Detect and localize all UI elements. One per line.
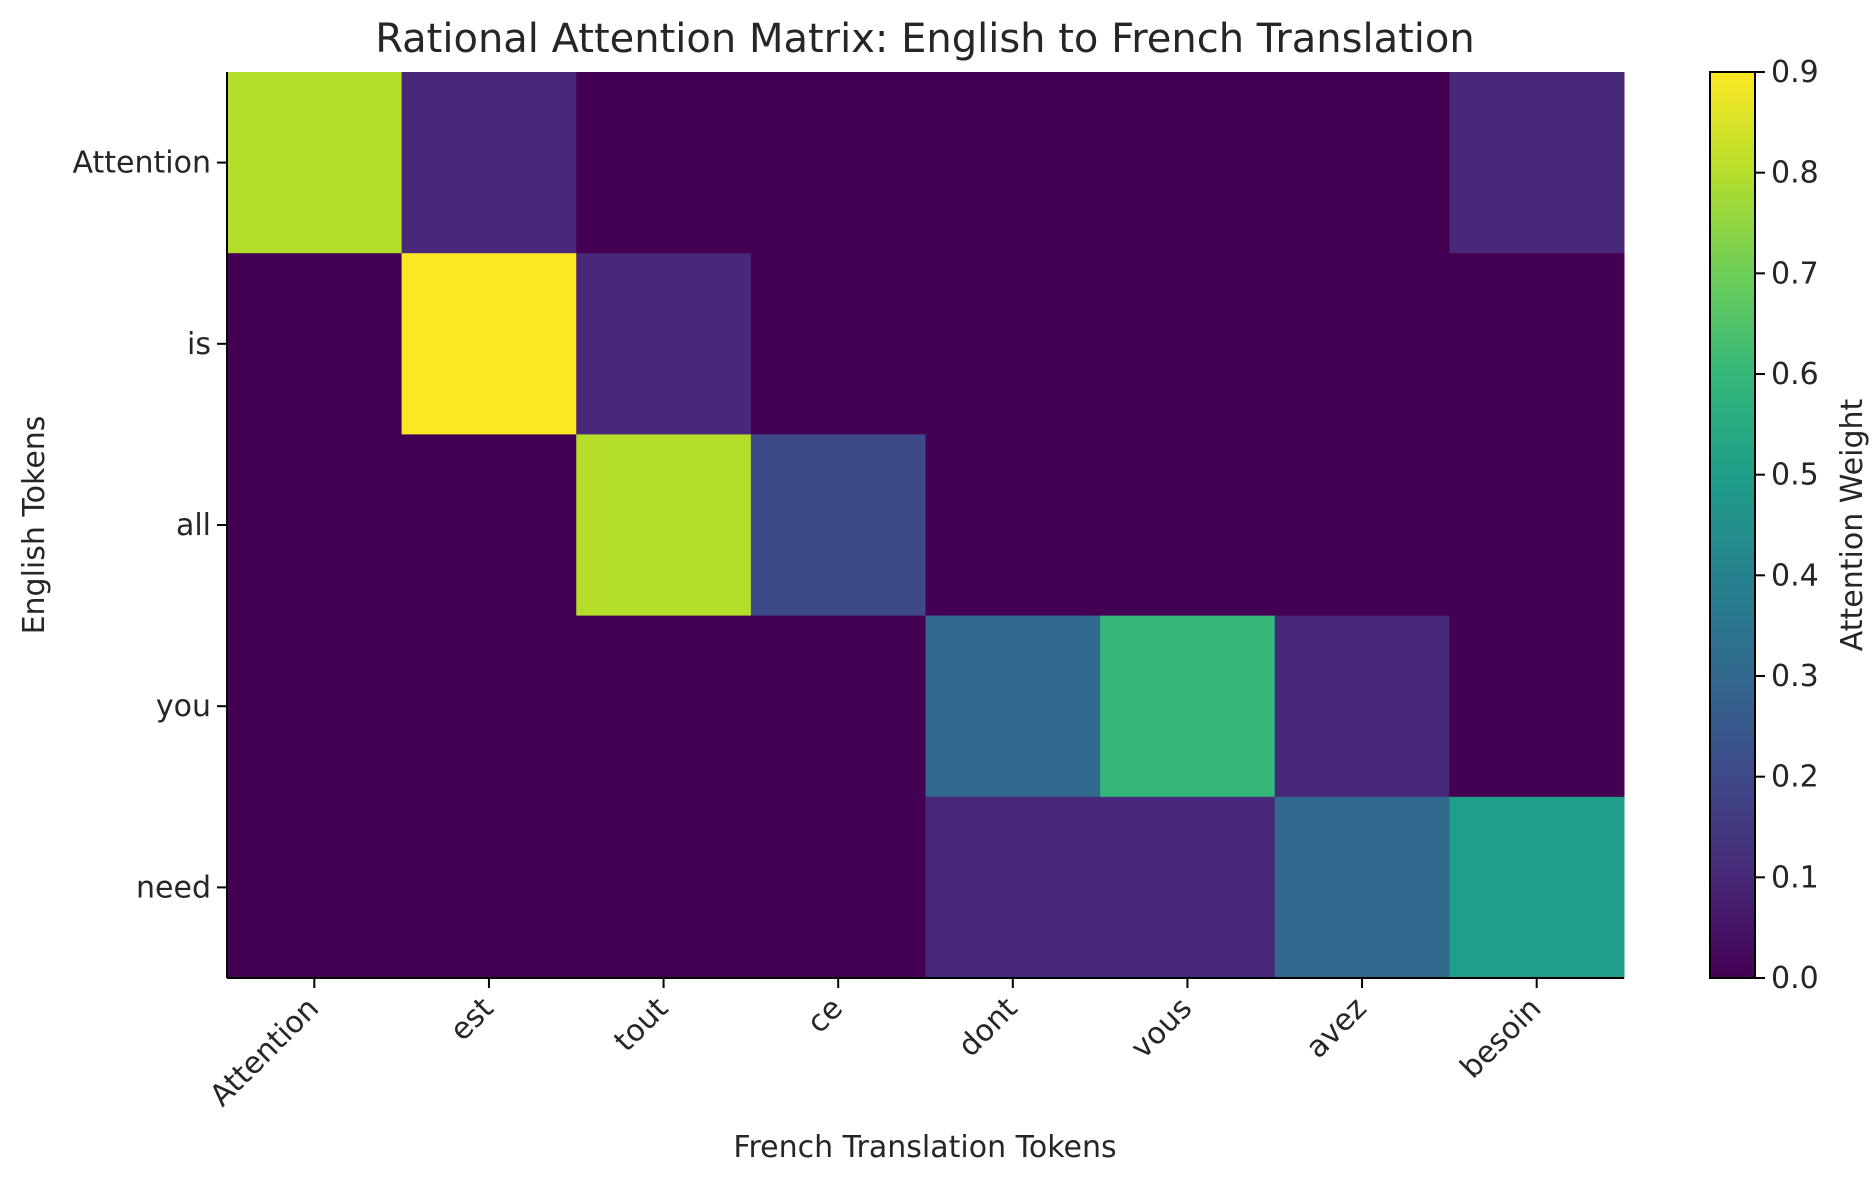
heatmap-cell — [1100, 72, 1276, 254]
heatmap-cell — [1274, 253, 1450, 435]
heatmap-cell — [750, 796, 926, 979]
heatmap-cell — [1449, 796, 1625, 979]
heatmap-cell — [750, 253, 926, 435]
x-tick-label: ce — [800, 991, 849, 1040]
colorbar-tick-label: 0.9 — [1771, 55, 1819, 90]
x-tick-label: tout — [607, 991, 675, 1059]
heatmap-cell — [576, 796, 752, 979]
heatmap-cell — [1449, 434, 1625, 617]
y-axis-label: English Tokens — [17, 416, 52, 635]
x-tick-label: est — [443, 991, 500, 1048]
heatmap-cell — [401, 615, 577, 798]
heatmap-cell — [1100, 434, 1276, 617]
x-tick-label: avez — [1299, 991, 1373, 1065]
heatmap-cell — [925, 434, 1101, 617]
colorbar-tick-label: 0.4 — [1771, 558, 1819, 593]
y-tick-label: you — [156, 689, 211, 724]
heatmap-cell — [925, 615, 1101, 798]
heatmap-cell — [576, 434, 752, 617]
heatmap-cell — [750, 615, 926, 798]
colorbar-tick-label: 0.1 — [1771, 860, 1819, 895]
heatmap-cell — [1100, 615, 1276, 798]
colorbar-tick-label: 0.6 — [1771, 357, 1819, 392]
colorbar-tick-label: 0.5 — [1771, 458, 1819, 493]
colorbar-tick-label: 0.2 — [1771, 760, 1819, 795]
heatmap-cell — [750, 434, 926, 617]
colorbar-ticks: 0.0 0.1 0.2 0.3 0.4 0.5 0.6 0.7 0.8 0.9 — [1755, 55, 1819, 996]
heatmap-cell — [576, 253, 752, 435]
heatmap-cells — [227, 72, 1625, 979]
heatmap-cell — [401, 253, 577, 435]
heatmap-cell — [750, 72, 926, 254]
y-tick-label: all — [176, 508, 211, 543]
y-axis-ticks: Attention is all you need — [73, 146, 227, 905]
heatmap-cell — [401, 796, 577, 979]
heatmap-cell — [227, 615, 403, 798]
heatmap-cell — [576, 615, 752, 798]
colorbar — [1709, 71, 1756, 979]
heatmap-cell — [1100, 796, 1276, 979]
heatmap-cell — [1449, 615, 1625, 798]
colorbar-tick-label: 0.0 — [1771, 961, 1819, 996]
heatmap-cell — [925, 253, 1101, 435]
x-tick-label: Attention — [203, 991, 326, 1114]
heatmap-cell — [1274, 72, 1450, 254]
heatmap-cell — [1274, 434, 1450, 617]
heatmap-cell — [1449, 72, 1625, 254]
y-tick-label: is — [187, 327, 211, 362]
x-tick-label: vous — [1124, 991, 1199, 1066]
colorbar-tick-label: 0.7 — [1771, 256, 1819, 291]
heatmap-cell — [925, 72, 1101, 254]
x-tick-label: dont — [952, 991, 1025, 1064]
heatmap-cell — [1274, 615, 1450, 798]
heatmap-cell — [227, 253, 403, 435]
colorbar-tick-label: 0.8 — [1771, 156, 1819, 191]
heatmap-cell — [227, 434, 403, 617]
chart-title: Rational Attention Matrix: English to Fr… — [375, 16, 1475, 62]
heatmap-cell — [1449, 253, 1625, 435]
y-tick-label: need — [136, 870, 211, 905]
x-tick-label: besoin — [1454, 991, 1549, 1086]
heatmap-cell — [576, 72, 752, 254]
heatmap-cell — [401, 72, 577, 254]
heatmap-cell — [401, 434, 577, 617]
x-axis-ticks: Attention est tout ce dont vous avez besoin — [203, 978, 1548, 1114]
heatmap-cell — [227, 796, 403, 979]
x-axis-label: French Translation Tokens — [733, 1130, 1116, 1165]
heatmap-cell — [1274, 796, 1450, 979]
colorbar-label: Attention Weight — [1835, 399, 1870, 652]
heatmap-cell — [925, 796, 1101, 979]
y-tick-label: Attention — [73, 146, 211, 181]
heatmap-cell — [227, 72, 403, 254]
colorbar-tick-label: 0.3 — [1771, 659, 1819, 694]
heatmap-cell — [1100, 253, 1276, 435]
